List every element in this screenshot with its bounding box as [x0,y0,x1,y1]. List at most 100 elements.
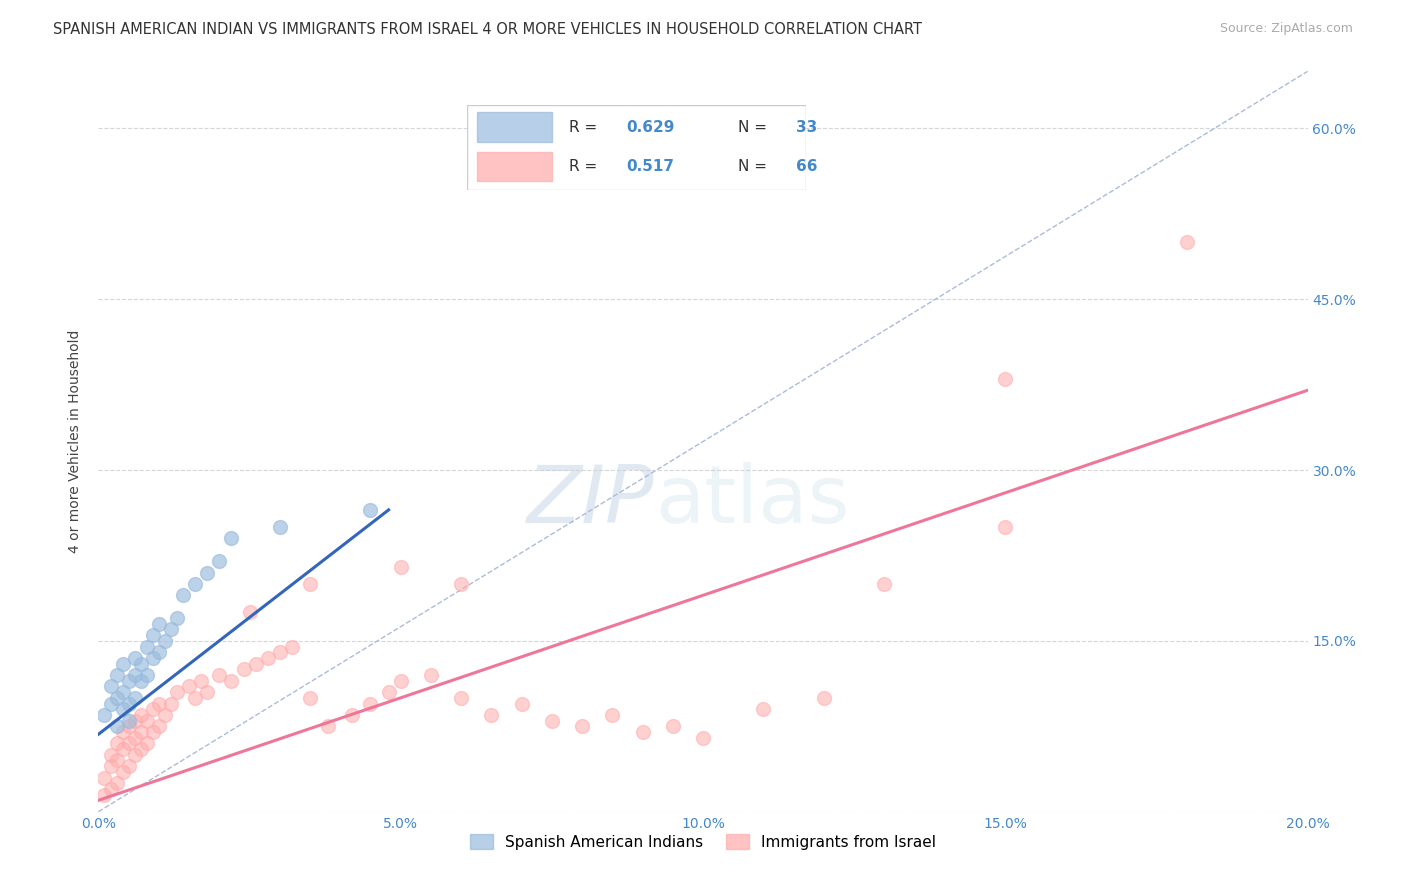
Point [124,747,146,762]
Point [389,673,412,688]
Point [692,731,714,745]
Point [994,520,1017,534]
Point [105,719,128,733]
Point [124,714,146,728]
Point [661,719,683,733]
Point [221,673,243,688]
Text: Source: ZipAtlas.com: Source: ZipAtlas.com [1219,22,1353,36]
Point [148,697,170,711]
Point [208,554,231,568]
Point [93,771,115,785]
Point [450,690,472,705]
Point [873,577,896,591]
Point [239,606,262,620]
Point [142,651,165,665]
Point [111,685,134,699]
Point [124,731,146,745]
Point [118,714,141,728]
Point [135,714,157,728]
Point [142,628,165,642]
Point [118,673,141,688]
Point [129,725,152,739]
Point [93,788,115,802]
Point [631,725,654,739]
Point [299,690,322,705]
Point [135,736,157,750]
Point [135,640,157,654]
Point [166,611,188,625]
Y-axis label: 4 or more Vehicles in Household: 4 or more Vehicles in Household [69,330,83,553]
Point [342,707,364,722]
Point [111,725,134,739]
Text: atlas: atlas [655,462,849,540]
Point [135,668,157,682]
Point [360,697,382,711]
Point [602,707,624,722]
Point [481,707,503,722]
Point [93,707,115,722]
Point [166,685,188,699]
Point [148,719,170,733]
Point [142,725,165,739]
Point [172,588,194,602]
Point [129,707,152,722]
Point [510,697,533,711]
Legend: Spanish American Indians, Immigrants from Israel: Spanish American Indians, Immigrants fro… [464,828,942,856]
Point [360,503,382,517]
Point [129,742,152,756]
Point [195,685,218,699]
Point [148,616,170,631]
Point [153,633,176,648]
Point [118,759,141,773]
Point [105,668,128,682]
Point [153,707,176,722]
Point [111,657,134,671]
Point [111,742,134,756]
Point [100,781,122,796]
Point [316,719,339,733]
Point [142,702,165,716]
Point [124,690,146,705]
Point [190,673,212,688]
Point [124,651,146,665]
Point [184,577,207,591]
Point [184,690,207,705]
Point [179,680,201,694]
Point [420,668,443,682]
Point [105,754,128,768]
Point [105,736,128,750]
Point [540,714,562,728]
Point [813,690,835,705]
Point [111,702,134,716]
Point [450,577,472,591]
Point [269,645,291,659]
Point [105,690,128,705]
Point [105,776,128,790]
Point [1175,235,1198,250]
Point [245,657,267,671]
Point [148,645,170,659]
Point [208,668,231,682]
Point [195,566,218,580]
Point [100,759,122,773]
Point [160,697,183,711]
Point [129,657,152,671]
Text: SPANISH AMERICAN INDIAN VS IMMIGRANTS FROM ISRAEL 4 OR MORE VEHICLES IN HOUSEHOL: SPANISH AMERICAN INDIAN VS IMMIGRANTS FR… [53,22,922,37]
Point [160,623,183,637]
Point [994,372,1017,386]
Point [232,662,254,676]
Point [571,719,593,733]
Point [100,680,122,694]
Point [377,685,399,699]
Point [299,577,322,591]
Text: ZIP: ZIP [527,462,655,540]
Point [118,719,141,733]
Point [111,764,134,779]
Point [221,532,243,546]
Point [118,697,141,711]
Point [129,673,152,688]
Point [389,559,412,574]
Point [100,747,122,762]
Point [256,651,278,665]
Point [118,736,141,750]
